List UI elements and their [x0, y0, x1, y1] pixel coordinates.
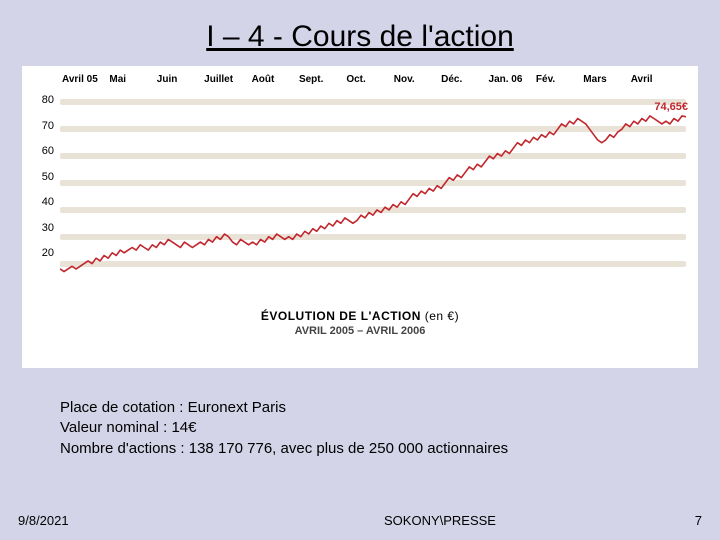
footer-date: 9/8/2021 [18, 513, 238, 528]
x-month-label: Nov. [394, 74, 441, 85]
x-month-label: Oct. [346, 74, 393, 85]
x-month-label: Mars [583, 74, 630, 85]
x-month-label: Juin [157, 74, 204, 85]
info-shares: Nombre d'actions : 138 170 776, avec plu… [60, 439, 508, 459]
x-month-label: Sept. [299, 74, 346, 85]
x-month-label: Jan. 06 [489, 74, 536, 85]
caption-main-text: ÉVOLUTION DE L'ACTION [261, 309, 421, 323]
y-tick-label: 70 [34, 121, 54, 132]
x-month-label: Déc. [441, 74, 488, 85]
x-month-label: Août [252, 74, 299, 85]
slide-title: I – 4 - Cours de l'action [0, 0, 720, 66]
y-tick-label: 30 [34, 223, 54, 234]
footer-page-number: 7 [642, 513, 702, 528]
caption-date-range: AVRIL 2005 – AVRIL 2006 [34, 325, 686, 337]
x-month-label: Juillet [204, 74, 251, 85]
price-line [60, 89, 686, 277]
slide-footer: 9/8/2021 SOKONY\PRESSE 7 [0, 513, 720, 528]
info-listing: Place de cotation : Euronext Paris [60, 398, 508, 418]
x-month-label: Fév. [536, 74, 583, 85]
y-axis: 80 70 60 50 40 30 20 [34, 89, 60, 259]
y-tick-label: 20 [34, 248, 54, 259]
footer-source: SOKONY\PRESSE [238, 513, 642, 528]
y-tick-label: 50 [34, 172, 54, 183]
stock-info: Place de cotation : Euronext Paris Valeu… [60, 398, 508, 459]
chart-caption: ÉVOLUTION DE L'ACTION (en €) AVRIL 2005 … [34, 309, 686, 337]
y-tick-label: 40 [34, 197, 54, 208]
info-nominal: Valeur nominal : 14€ [60, 418, 508, 438]
x-month-label: Avril [631, 74, 678, 85]
stock-chart: Avril 05MaiJuinJuilletAoûtSept.Oct.Nov.D… [22, 66, 698, 368]
caption-unit: (en €) [425, 309, 459, 323]
x-month-label: Mai [109, 74, 156, 85]
y-tick-label: 80 [34, 95, 54, 106]
x-month-label: Avril 05 [62, 74, 109, 85]
current-price-label: 74,65€ [654, 101, 688, 113]
y-tick-label: 60 [34, 146, 54, 157]
x-axis-months: Avril 05MaiJuinJuilletAoûtSept.Oct.Nov.D… [34, 74, 686, 89]
plot-area: 74,65€ [60, 89, 686, 277]
